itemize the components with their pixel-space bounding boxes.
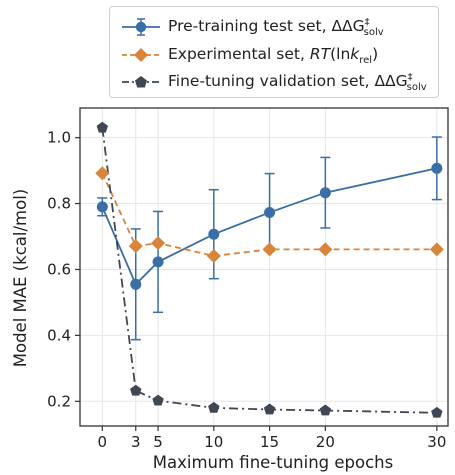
legend-swatch-pretraining xyxy=(122,18,160,36)
data-point xyxy=(95,166,110,181)
x-tick-label: 10 xyxy=(204,433,223,451)
data-point xyxy=(319,404,332,416)
legend-label-finetuning: Fine-tuning validation set, ΔΔG‡solv xyxy=(168,72,427,94)
legend-label-experimental: Experimental set, RT(lnkrel) xyxy=(168,45,379,67)
legend-swatch-finetuning xyxy=(122,76,160,88)
y-tick-label: 1.0 xyxy=(47,129,71,147)
legend-label-pretraining: Pre-training test set, ΔΔG‡solv xyxy=(168,17,384,39)
y-axis-label: Model MAE (kcal/mol) xyxy=(11,189,30,368)
legend-swatch-experimental xyxy=(122,48,160,62)
x-axis-label: Maximum fine-tuning epochs xyxy=(153,453,394,472)
x-tick-label: 0 xyxy=(98,433,108,451)
legend-entry-finetuning: Fine-tuning validation set, ΔΔG‡solv xyxy=(120,70,436,94)
data-point xyxy=(151,236,166,251)
y-tick-label: 0.8 xyxy=(47,195,71,213)
data-point xyxy=(130,278,142,290)
data-point xyxy=(319,187,331,199)
legend-entry-experimental: Experimental set, RT(lnkrel) xyxy=(120,43,436,67)
data-point xyxy=(262,242,277,257)
plot-frame xyxy=(79,107,449,427)
legend: Pre-training test set, ΔΔG‡solv Experime… xyxy=(109,6,439,98)
data-point xyxy=(263,403,276,415)
y-tick-label: 0.2 xyxy=(47,392,71,410)
x-tick-label: 20 xyxy=(316,433,335,451)
data-point xyxy=(264,206,276,218)
tick-labels: 0 3 5 10 15 20 30 0.2 0.4 0.6 0.8 1.0 xyxy=(47,129,446,451)
axes xyxy=(75,107,449,431)
data-point xyxy=(152,256,164,268)
data-point xyxy=(96,201,108,213)
data-point xyxy=(431,406,443,418)
y-tick-label: 0.6 xyxy=(47,260,71,278)
data-point xyxy=(130,384,142,396)
series-markers xyxy=(95,121,444,418)
data-point xyxy=(208,401,220,413)
x-tick-label: 15 xyxy=(260,433,279,451)
data-point xyxy=(96,121,109,133)
data-point xyxy=(318,242,333,257)
data-point xyxy=(429,242,444,257)
data-point xyxy=(152,394,164,406)
data-point xyxy=(431,162,443,174)
data-point xyxy=(208,228,220,240)
y-tick-label: 0.4 xyxy=(47,326,71,344)
x-tick-label: 5 xyxy=(153,433,163,451)
data-point xyxy=(128,239,143,254)
legend-entry-pretraining: Pre-training test set, ΔΔG‡solv xyxy=(120,15,436,39)
data-point xyxy=(206,248,221,263)
x-tick-label: 3 xyxy=(131,433,141,451)
x-tick-label: 30 xyxy=(427,433,446,451)
